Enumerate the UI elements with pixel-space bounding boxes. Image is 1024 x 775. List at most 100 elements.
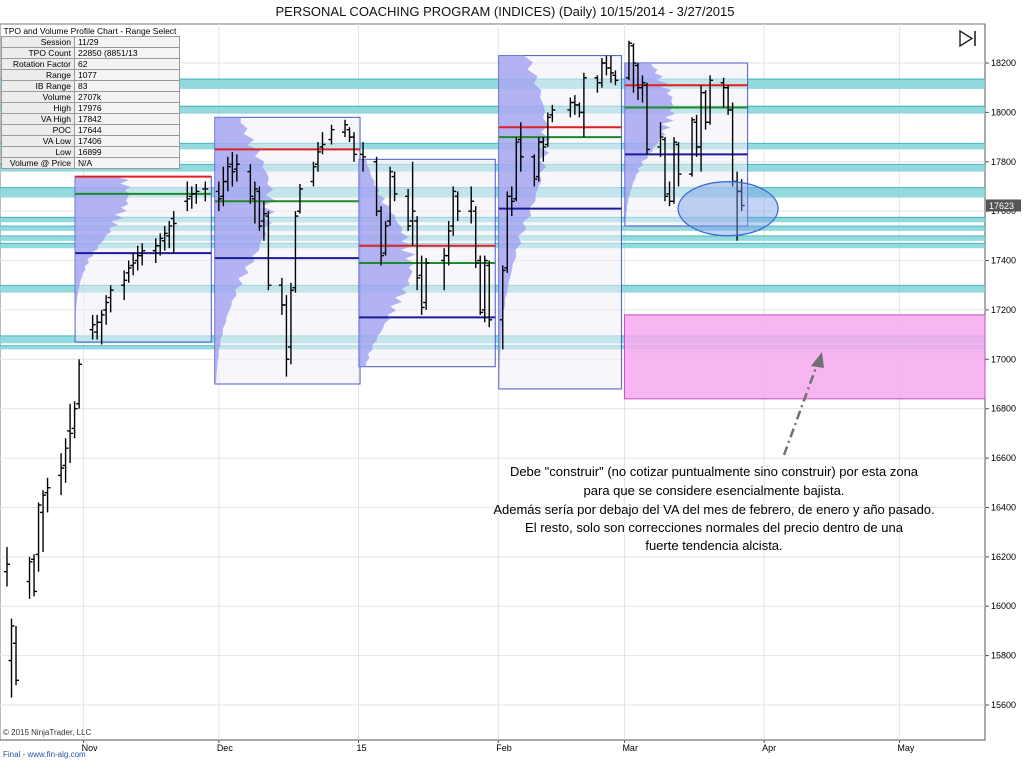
ohlc-bar xyxy=(450,186,457,236)
price-tick-label: 18200 xyxy=(991,58,1016,68)
price-tick-label: 16000 xyxy=(991,601,1016,611)
time-tick-label: Apr xyxy=(762,743,776,753)
monthly-profiles xyxy=(74,55,749,390)
ohlc-bar xyxy=(67,403,74,464)
ohlc-bar xyxy=(643,82,650,155)
info-row: VA Low 17406 xyxy=(1,135,180,147)
ohlc-bar xyxy=(409,161,416,246)
ohlc-bar xyxy=(107,285,114,313)
info-row: Volume @ Price N/A xyxy=(1,157,180,169)
ohlc-bar xyxy=(499,265,506,350)
price-bars xyxy=(4,40,745,698)
info-value: 16899 xyxy=(74,146,180,158)
info-value: 1077 xyxy=(74,69,180,81)
ohlc-bar xyxy=(531,154,538,187)
ohlc-bar xyxy=(477,255,484,315)
info-row: POC 17644 xyxy=(1,124,180,136)
time-axis: Nov Dec 15 Feb Mar Apr May xyxy=(82,740,915,753)
ohlc-bar xyxy=(387,166,394,226)
info-label: Session xyxy=(1,36,75,48)
ohlc-bar xyxy=(517,122,524,172)
ohlc-bar xyxy=(13,625,20,686)
ohlc-bar xyxy=(414,216,421,291)
ohlc-bar xyxy=(26,556,33,599)
info-label: VA High xyxy=(1,113,75,125)
time-tick-label: May xyxy=(897,743,915,753)
price-axis: 15600 15800 16000 16200 16400 16600 16800 17000… xyxy=(985,58,1021,710)
info-label: Range xyxy=(1,69,75,81)
reference-band xyxy=(0,143,985,150)
info-value: 62 xyxy=(74,58,180,70)
time-tick-label: Feb xyxy=(496,743,512,753)
ohlc-bar xyxy=(454,191,461,222)
ohlc-bar xyxy=(76,359,83,409)
ohlc-bar xyxy=(184,181,191,212)
annotation-line-1: Debe "construir" (no cotizar puntualment… xyxy=(510,464,919,479)
chart-title: PERSONAL COACHING PROGRAM (INDICES) (Dai… xyxy=(276,4,735,19)
ohlc-bar xyxy=(139,243,146,266)
info-label: TPO Count xyxy=(1,47,75,59)
ohlc-bar xyxy=(296,183,303,214)
price-tick-label: 17200 xyxy=(991,305,1016,315)
ohlc-bar xyxy=(481,255,488,323)
ohlc-bar xyxy=(260,201,267,241)
ohlc-bar xyxy=(161,225,168,251)
ohlc-bar xyxy=(256,186,263,231)
time-tick-label: Nov xyxy=(82,743,99,753)
ohlc-bar xyxy=(405,188,412,231)
info-value: 17406 xyxy=(74,135,180,147)
info-value: 22850 (8851/13 xyxy=(74,47,180,59)
annotation-line-4: El resto, solo son correcciones normales… xyxy=(525,520,904,535)
last-price-label: 17623 xyxy=(989,201,1014,211)
ohlc-bar xyxy=(292,211,299,293)
ohlc-bar xyxy=(540,137,547,162)
info-label: Low xyxy=(1,146,75,158)
info-row: Session 11/29 xyxy=(1,36,180,48)
price-tick-label: 17800 xyxy=(991,157,1016,167)
ohlc-bar xyxy=(342,119,349,138)
ohlc-bar xyxy=(707,75,714,125)
volume-profile-histogram xyxy=(624,63,676,226)
current-price-ellipse xyxy=(677,181,779,237)
info-label: POC xyxy=(1,124,75,136)
info-value: 2707k xyxy=(74,91,180,103)
ohlc-bar xyxy=(472,206,479,268)
ohlc-bar xyxy=(351,132,358,162)
ohlc-bar xyxy=(580,72,587,138)
scroll-to-end-icon[interactable] xyxy=(956,28,978,48)
ohlc-bar xyxy=(418,255,425,315)
volume-profile-histogram xyxy=(214,117,276,385)
ohlc-bar xyxy=(630,43,637,93)
info-row: Range 1077 xyxy=(1,69,180,81)
reference-band xyxy=(0,79,985,89)
info-row: Volume 2707k xyxy=(1,91,180,103)
ohlc-bar xyxy=(625,40,632,81)
ohlc-bar xyxy=(360,142,367,172)
info-label: Volume @ Price xyxy=(1,157,75,169)
price-tick-label: 18000 xyxy=(991,107,1016,117)
info-row: Rotation Factor 62 xyxy=(1,58,180,70)
time-tick-label: Mar xyxy=(622,743,638,753)
current-price-ellipse-layer xyxy=(677,181,779,237)
ohlc-bar xyxy=(423,258,430,310)
ohlc-bar xyxy=(607,55,614,83)
info-value: 17644 xyxy=(74,124,180,136)
ohlc-bar xyxy=(103,295,110,325)
ohlc-bar xyxy=(166,221,173,249)
info-value: 83 xyxy=(74,80,180,92)
ohlc-bar xyxy=(287,282,294,365)
price-tick-label: 17400 xyxy=(991,256,1016,266)
ohlc-bar xyxy=(233,154,240,182)
ohlc-bar xyxy=(44,477,51,513)
ohlc-bar xyxy=(224,156,231,192)
ohlc-bar xyxy=(671,137,678,204)
info-value: N/A xyxy=(74,157,180,169)
ohlc-bar xyxy=(639,75,646,103)
ohlc-bar xyxy=(378,206,385,266)
last-price-badge xyxy=(986,199,1021,212)
ohlc-bar xyxy=(612,70,619,86)
ohlc-bar xyxy=(544,112,551,147)
target-zone-layer xyxy=(623,314,986,400)
ohlc-bar xyxy=(121,270,128,301)
